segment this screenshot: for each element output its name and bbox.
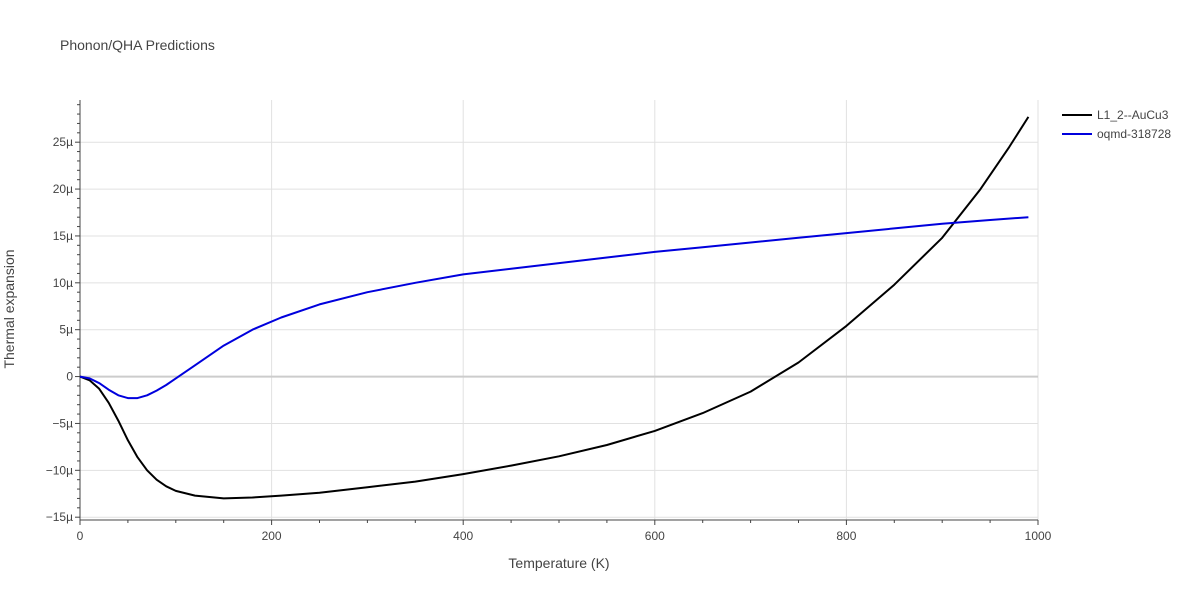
y-tick-label: −15µ [46, 510, 73, 524]
y-tick-label: 5µ [59, 323, 73, 337]
chart-title: Phonon/QHA Predictions [60, 37, 215, 53]
x-tick-label: 400 [453, 529, 473, 543]
legend-item-2[interactable]: oqmd-318728 [1062, 127, 1171, 141]
tick-labels: 0 200 400 600 800 1000 −15µ −10µ −5µ 0 5µ 10µ 15µ 20µ… [46, 135, 1052, 543]
x-tick-label: 1000 [1025, 529, 1052, 543]
y-axis-label: Thermal expansion [1, 249, 17, 368]
x-tick-label: 600 [645, 529, 665, 543]
x-tick-label: 200 [262, 529, 282, 543]
y-tick-label: −10µ [46, 463, 73, 477]
y-tick-label: −5µ [52, 416, 73, 430]
y-tick-label: 0 [66, 370, 73, 384]
plot-area [79, 116, 1030, 500]
x-tick-label: 0 [77, 529, 84, 543]
legend[interactable]: L1_2--AuCu3 oqmd-318728 [1062, 108, 1171, 141]
legend-label: oqmd-318728 [1097, 127, 1171, 141]
x-axis-label: Temperature (K) [508, 555, 609, 571]
y-tick-label: 15µ [53, 229, 73, 243]
y-tick-label: 10µ [53, 276, 73, 290]
y-tick-label: 25µ [53, 135, 73, 149]
series-line-1 [79, 116, 1030, 500]
series-line-2 [79, 216, 1029, 400]
x-tick-label: 800 [836, 529, 856, 543]
y-tick-label: 20µ [53, 182, 73, 196]
grid [80, 100, 1039, 520]
legend-label: L1_2--AuCu3 [1097, 108, 1169, 122]
legend-item-1[interactable]: L1_2--AuCu3 [1062, 108, 1169, 122]
axes [75, 100, 1039, 525]
